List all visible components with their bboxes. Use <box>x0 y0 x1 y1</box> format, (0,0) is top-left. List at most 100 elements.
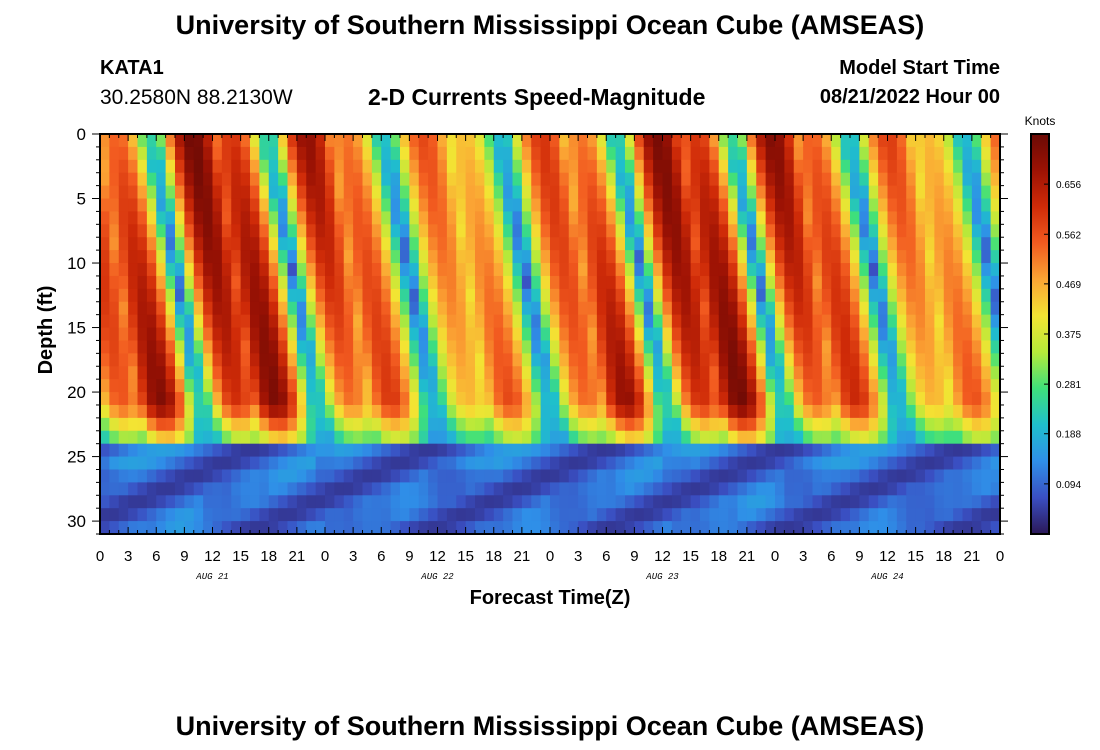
heatmap-cell <box>343 443 354 458</box>
heatmap-cell <box>259 404 270 419</box>
heatmap-cell <box>362 508 373 522</box>
heatmap-cell <box>840 392 851 406</box>
heatmap-cell <box>578 521 589 535</box>
heatmap-cell <box>531 301 542 316</box>
heatmap-cell <box>746 508 757 522</box>
heatmap-cell <box>765 379 776 393</box>
heatmap-cell <box>400 301 410 316</box>
heatmap-cell <box>353 366 364 380</box>
heatmap-cell <box>296 172 307 187</box>
heatmap-cell <box>325 508 335 522</box>
heatmap-cell <box>306 482 317 496</box>
heatmap-cell <box>690 301 701 316</box>
heatmap-cell <box>156 340 167 354</box>
heatmap-cell <box>718 275 729 290</box>
heatmap-cell <box>409 456 420 471</box>
heatmap-cell <box>765 353 776 367</box>
heatmap-cell <box>709 404 720 419</box>
heatmap-cell <box>550 250 560 264</box>
heatmap-cell <box>184 417 195 432</box>
heatmap-cell <box>334 159 345 174</box>
heatmap-cell <box>831 417 842 432</box>
heatmap-cell <box>503 443 514 458</box>
heatmap-cell <box>484 314 495 329</box>
heatmap-cell <box>137 366 148 380</box>
heatmap-cell <box>671 198 682 213</box>
heatmap-cell <box>512 456 523 471</box>
heatmap-cell <box>896 508 907 522</box>
heatmap-cell <box>803 159 814 174</box>
heatmap-cell <box>390 146 401 161</box>
heatmap-cell <box>409 366 420 380</box>
heatmap-cell <box>128 172 139 187</box>
heatmap-cell <box>709 159 720 174</box>
heatmap-cell <box>193 134 204 148</box>
heatmap-cell <box>212 314 223 329</box>
heatmap-cell <box>559 288 570 303</box>
heatmap-cell <box>418 366 429 380</box>
heatmap-cell <box>381 443 392 458</box>
heatmap-cell <box>240 159 251 174</box>
heatmap-cell <box>550 211 560 225</box>
heatmap-cell <box>915 172 926 187</box>
heatmap-cell <box>971 495 982 509</box>
heatmap-cell <box>540 430 551 445</box>
heatmap-cell <box>203 495 214 509</box>
x-tick-label: 3 <box>574 548 582 565</box>
heatmap-cell <box>990 392 1001 406</box>
heatmap-cell <box>596 301 607 316</box>
heatmap-cell <box>512 250 523 264</box>
heatmap-cell <box>634 237 645 251</box>
heatmap-cell <box>868 288 879 303</box>
heatmap-cell <box>681 482 692 496</box>
heatmap-cell <box>353 250 364 264</box>
heatmap-cell <box>681 185 692 200</box>
heatmap-cell <box>981 172 992 187</box>
heatmap-cell <box>896 353 907 367</box>
heatmap-cell <box>915 366 926 380</box>
heatmap-cell <box>821 340 832 354</box>
heatmap-cell <box>390 159 401 174</box>
heatmap-cell <box>325 521 335 535</box>
heatmap-cell <box>100 353 110 367</box>
heatmap-cell <box>690 198 701 213</box>
heatmap-cell <box>756 250 767 264</box>
heatmap-cell <box>615 404 626 419</box>
colorbar-tick-label: 0.188 <box>1056 430 1081 441</box>
heatmap-cell <box>184 237 195 251</box>
heatmap-cell <box>193 288 204 303</box>
heatmap-cell <box>700 353 710 367</box>
heatmap-cell <box>615 521 626 535</box>
heatmap-cell <box>596 237 607 251</box>
heatmap-cell <box>100 508 110 522</box>
heatmap-cell <box>653 456 664 471</box>
heatmap-cell <box>390 172 401 187</box>
heatmap-cell <box>296 482 307 496</box>
heatmap-cell <box>606 146 617 161</box>
heatmap-cell <box>437 301 448 316</box>
heatmap-cell <box>240 275 251 290</box>
heatmap-cell <box>315 211 326 225</box>
heatmap-cell <box>137 508 148 522</box>
heatmap-cell <box>400 521 410 535</box>
heatmap-cell <box>240 134 251 148</box>
heatmap-cell <box>137 185 148 200</box>
heatmap-cell <box>812 172 823 187</box>
heatmap-cell <box>156 185 167 200</box>
heatmap-cell <box>662 456 673 471</box>
heatmap-cell <box>934 404 945 419</box>
heatmap-cell <box>418 482 429 496</box>
heatmap-cell <box>906 443 917 458</box>
heatmap-cell <box>296 353 307 367</box>
heatmap-cell <box>465 301 476 316</box>
heatmap-cell <box>296 521 307 535</box>
heatmap-cell <box>709 288 720 303</box>
heatmap-cell <box>587 301 598 316</box>
heatmap-cell <box>362 443 373 458</box>
heatmap-cell <box>418 275 429 290</box>
heatmap-cell <box>756 301 767 316</box>
heatmap-cell <box>137 327 148 342</box>
heatmap-cell <box>587 172 598 187</box>
heatmap-cell <box>100 159 110 174</box>
heatmap-cell <box>475 172 485 187</box>
